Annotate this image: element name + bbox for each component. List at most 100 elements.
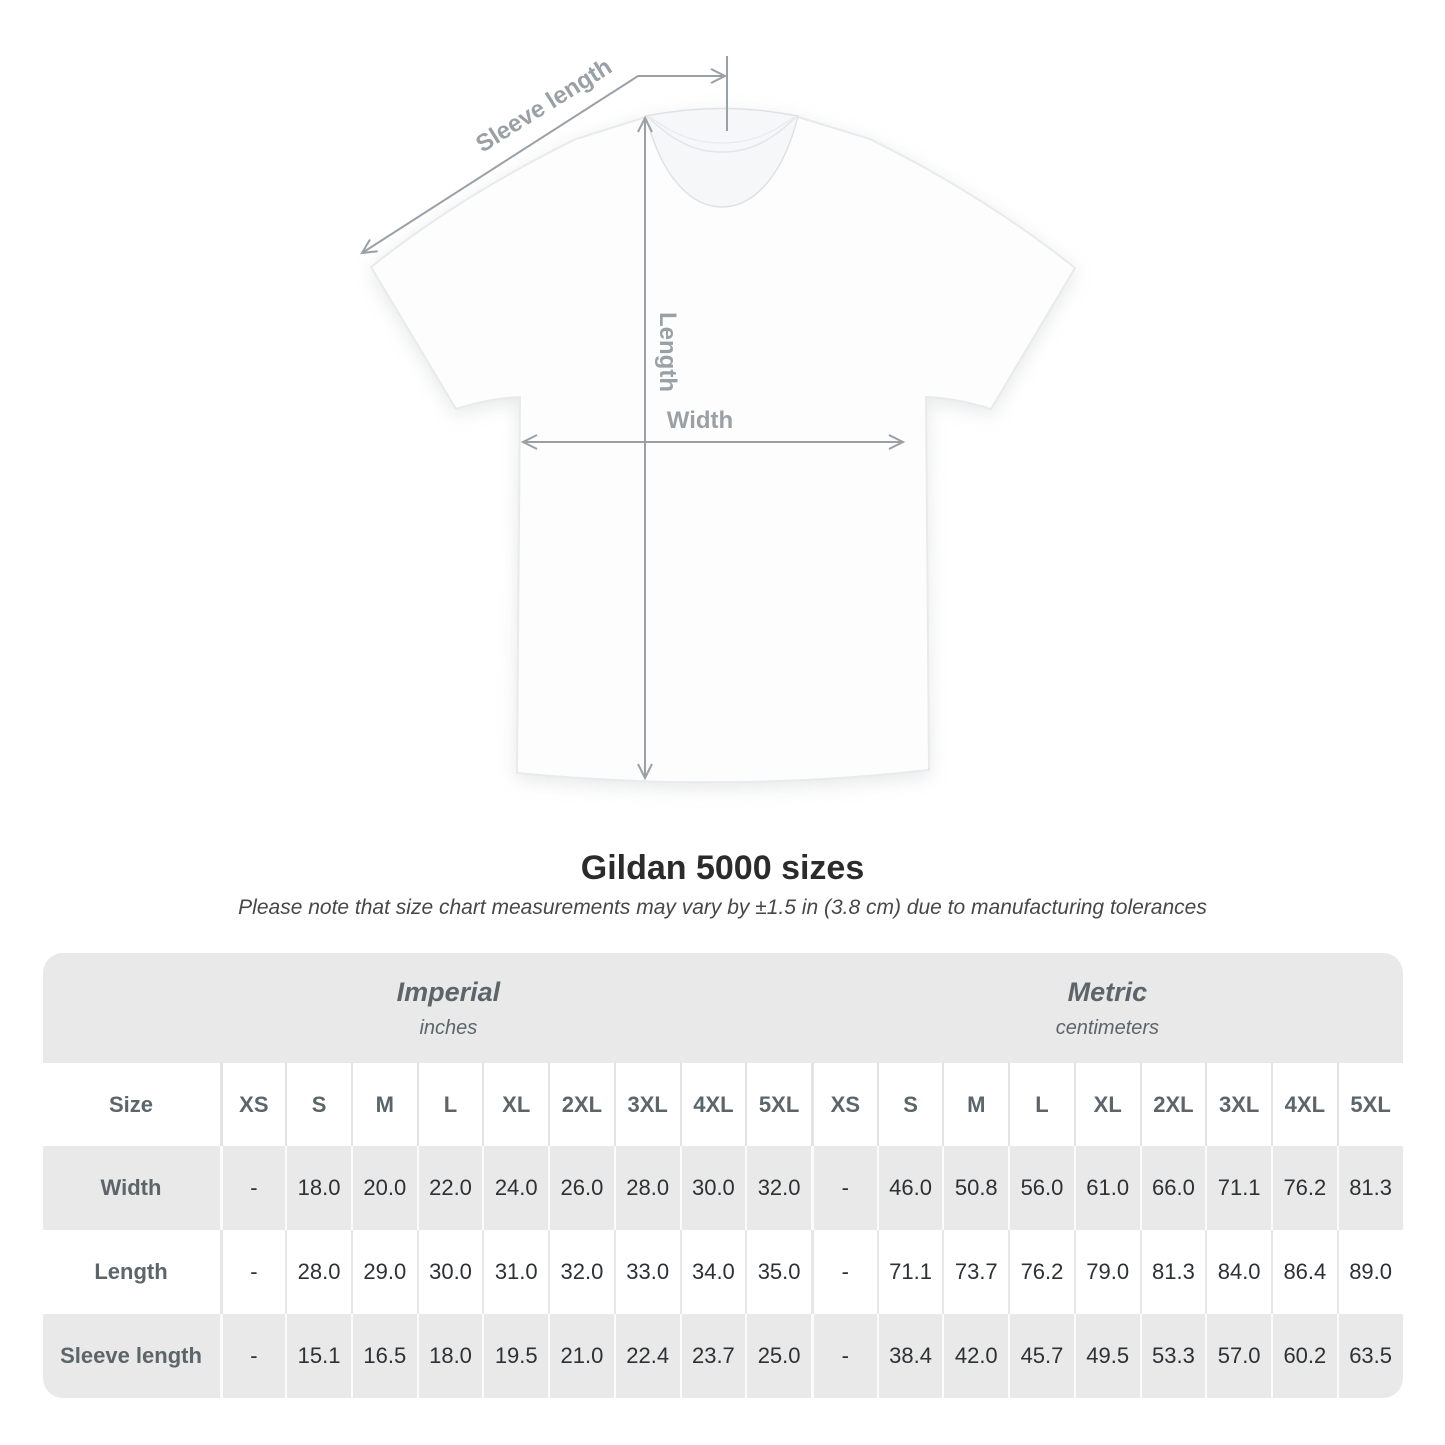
value-cell: 71.1	[1205, 1146, 1271, 1231]
value-cell: 45.7	[1008, 1314, 1074, 1399]
value-cell: 57.0	[1205, 1314, 1271, 1399]
value-cell: 24.0	[482, 1146, 548, 1231]
length-arrowhead-top	[637, 115, 653, 133]
value-cell: 53.3	[1139, 1314, 1206, 1399]
size-col-imperial-xl: XL	[482, 1063, 548, 1147]
page-title: Gildan 5000 sizes	[580, 849, 865, 887]
value-cell: 76.2	[1271, 1146, 1337, 1231]
value-cell: 31.0	[482, 1230, 548, 1315]
size-col-metric-3xl: 3XL	[1205, 1063, 1271, 1147]
row-label: Sleeve length	[60, 1343, 202, 1369]
measurement-row-width: Width -18.0 20.0 22.0 24.0 26.0 28.0 30.0 32.0-4…	[42, 1146, 1403, 1231]
row-label: Width	[100, 1175, 162, 1201]
value-cell: 73.7	[942, 1230, 1008, 1315]
tshirt-measurement-diagram: Sleeve length Length Width	[360, 53, 1077, 784]
width-arrowhead-right	[888, 434, 906, 450]
value-cell: 16.5	[350, 1314, 417, 1399]
value-cell: 79.0	[1073, 1230, 1140, 1315]
width-label: Width	[667, 407, 733, 434]
value-cell: 15.1	[285, 1314, 351, 1399]
value-cell: 60.2	[1271, 1314, 1337, 1399]
value-cell: -	[219, 1314, 286, 1399]
value-cell: 81.3	[1139, 1230, 1206, 1315]
collar-band-inner-seam	[649, 116, 795, 144]
collar-opening	[645, 107, 799, 208]
row-label: Length	[94, 1259, 168, 1285]
value-cell: 21.0	[548, 1314, 614, 1399]
length-label: Length	[654, 312, 681, 392]
value-cell: 22.0	[416, 1146, 483, 1231]
value-cell: 34.0	[679, 1230, 746, 1315]
size-col-metric-5xl: 5XL	[1336, 1063, 1403, 1147]
measurement-arrows	[360, 56, 906, 781]
imperial-unit: inches	[419, 1016, 478, 1039]
value-cell: 33.0	[613, 1230, 680, 1315]
value-cell: 84.0	[1205, 1230, 1271, 1315]
value-cell: 28.0	[285, 1230, 351, 1315]
width-arrowhead-left	[520, 434, 538, 450]
metric-section-header: Metric centimeters	[812, 953, 1402, 1063]
value-cell: 86.4	[1271, 1230, 1337, 1315]
size-header: Size	[108, 1091, 154, 1117]
size-chart-table: Size XS S M L XL 2XL 3XL 4XL 5XL XS S M L XL 2XL 3XL 4XL…	[42, 1063, 1403, 1399]
size-col-metric-s: S	[876, 1063, 943, 1147]
tshirt-body	[369, 108, 1077, 784]
sleeve-length-arrowhead	[360, 238, 378, 255]
imperial-section-header: Imperial inches	[43, 953, 813, 1063]
value-cell: 25.0	[745, 1314, 811, 1399]
tshirt-graphic	[369, 107, 1077, 784]
size-col-metric-m: M	[942, 1063, 1008, 1147]
value-cell: 22.4	[613, 1314, 680, 1399]
imperial-title: Imperial	[396, 976, 501, 1007]
value-cell: 18.0	[416, 1314, 483, 1399]
value-cell: -	[810, 1146, 877, 1231]
value-cell: 35.0	[745, 1230, 811, 1315]
size-col-metric-xs: XS	[810, 1063, 877, 1147]
collar-band-seam	[647, 116, 797, 153]
value-cell: 61.0	[1073, 1146, 1140, 1231]
value-cell: 18.0	[285, 1146, 351, 1231]
measurement-row-length: Length -28.0 29.0 30.0 31.0 32.0 33.0 34.0 35.0-…	[42, 1230, 1403, 1315]
value-cell: -	[810, 1314, 877, 1399]
sleeve-length-arrow-line	[361, 75, 725, 254]
metric-title: Metric	[1067, 976, 1148, 1007]
value-cell: -	[219, 1230, 286, 1315]
sleeve-length-arrowhead-right	[710, 68, 728, 84]
value-cell: -	[810, 1230, 877, 1315]
size-col-imperial-5xl: 5XL	[745, 1063, 811, 1147]
size-col-imperial-l: L	[416, 1063, 483, 1147]
size-col-imperial-3xl: 3XL	[613, 1063, 680, 1147]
size-col-imperial-m: M	[350, 1063, 417, 1147]
value-cell: 76.2	[1008, 1230, 1074, 1315]
size-col-imperial-2xl: 2XL	[548, 1063, 614, 1147]
size-col-imperial-xs: XS	[219, 1063, 286, 1147]
size-col-metric-l: L	[1008, 1063, 1074, 1147]
value-cell: 32.0	[745, 1146, 811, 1231]
value-cell: 71.1	[876, 1230, 943, 1315]
value-cell: 26.0	[548, 1146, 614, 1231]
size-col-metric-2xl: 2XL	[1139, 1063, 1206, 1147]
size-header-row: Size XS S M L XL 2XL 3XL 4XL 5XL XS S M L XL 2XL 3XL 4XL…	[42, 1063, 1403, 1147]
value-cell: 46.0	[876, 1146, 943, 1231]
unit-section-band: Imperial inches Metric centimeters	[42, 953, 1403, 1064]
value-cell: 32.0	[548, 1230, 614, 1315]
value-cell: 89.0	[1336, 1230, 1403, 1315]
value-cell: 30.0	[416, 1230, 483, 1315]
tolerance-note: Please note that size chart measurements…	[238, 896, 1207, 919]
value-cell: 23.7	[679, 1314, 746, 1399]
value-cell: 29.0	[350, 1230, 417, 1315]
value-cell: 49.5	[1073, 1314, 1140, 1399]
value-cell: 19.5	[482, 1314, 548, 1399]
size-col-metric-4xl: 4XL	[1271, 1063, 1337, 1147]
value-cell: 38.4	[876, 1314, 943, 1399]
value-cell: 81.3	[1336, 1146, 1403, 1231]
measurement-row-sleeve-length: Sleeve length -15.1 16.5 18.0 19.5 21.0 22.4 23…	[42, 1314, 1403, 1399]
tshirt-diagram-svg: Sleeve length Length Width	[360, 53, 1077, 784]
value-cell: -	[219, 1146, 286, 1231]
value-cell: 30.0	[679, 1146, 746, 1231]
size-col-imperial-4xl: 4XL	[679, 1063, 746, 1147]
value-cell: 50.8	[942, 1146, 1008, 1231]
size-chart-card: Imperial inches Metric centimeters Size …	[42, 953, 1403, 1399]
value-cell: 28.0	[613, 1146, 680, 1231]
value-cell: 66.0	[1139, 1146, 1206, 1231]
